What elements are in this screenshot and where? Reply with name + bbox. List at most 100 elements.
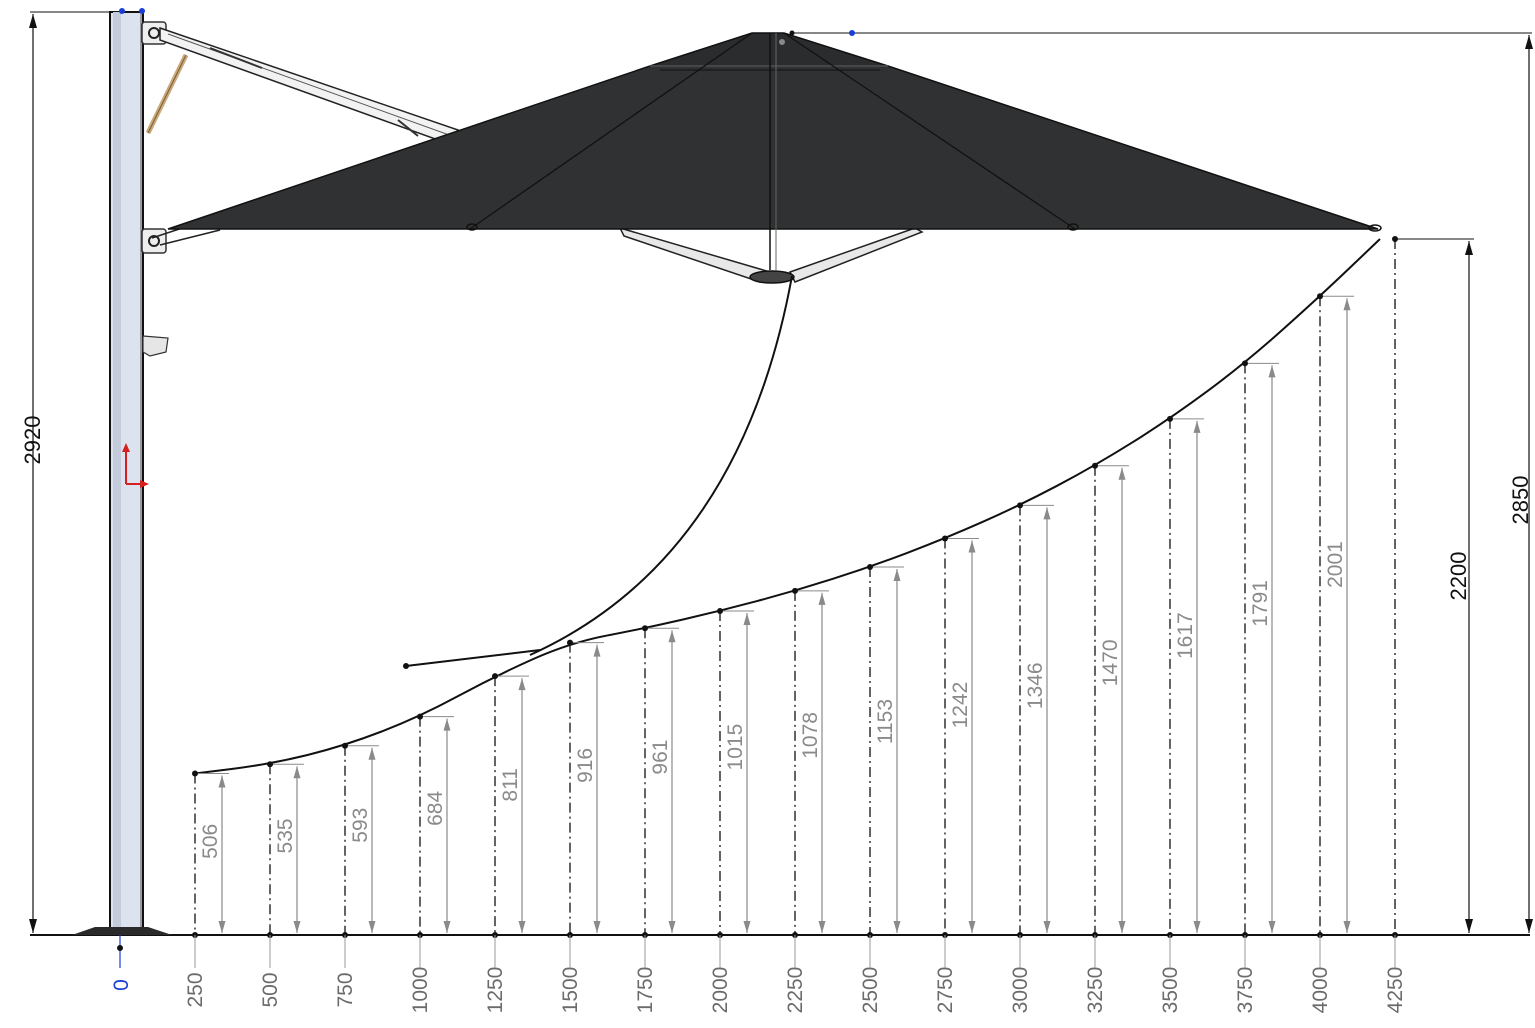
dimension-arrow	[818, 592, 826, 605]
x-tick-label: 1500	[559, 967, 582, 1014]
clearance-point	[792, 587, 798, 594]
origin-marker: 0	[110, 935, 133, 991]
x-tick-label: 1750	[634, 967, 657, 1014]
clearance-point	[867, 563, 873, 570]
x-tick-label: 3750	[1234, 967, 1257, 1014]
canopy-edge-point	[1392, 236, 1398, 242]
umbrella-pole	[72, 8, 172, 935]
clearance-curve	[194, 238, 1381, 775]
clearance-point	[492, 673, 498, 680]
x-tick-label: 250	[184, 972, 207, 1007]
x-tick-label: 3000	[1009, 967, 1032, 1014]
dimension-arrow	[818, 921, 826, 933]
dimension-arrow	[668, 630, 676, 643]
overall-height-label: 2920	[20, 416, 45, 465]
clearance-value-label: 2001	[1324, 541, 1347, 588]
clearance-value-label: 1791	[1249, 580, 1272, 627]
x-axis-ticks: 250 500 750 1000 1250 1500 1750 2000 2250 2500 275…	[184, 935, 1407, 1013]
clearance-value-label: 684	[424, 791, 447, 826]
dimension-arrow	[743, 613, 751, 626]
canopy-edge-dimension: 2200	[1394, 238, 1474, 933]
clearance-value-label: 1015	[724, 724, 747, 771]
clearance-value-label: 811	[499, 768, 522, 801]
clearance-value-label: 1346	[1024, 662, 1047, 709]
clearance-value-label: 916	[574, 748, 597, 783]
tilt-arc	[405, 649, 541, 667]
dimension-arrow	[1043, 921, 1051, 933]
dimension-arrow	[293, 921, 301, 933]
x-tick-label: 1000	[409, 967, 432, 1014]
dimension-arrow	[668, 921, 676, 933]
clearance-point	[942, 535, 948, 542]
x-tick-label: 4250	[1384, 967, 1407, 1014]
dimension-arrow	[1118, 921, 1126, 933]
dimension-arrow	[368, 747, 376, 760]
clearance-value-label: 1242	[949, 682, 972, 729]
overall-height-dimension: 2920	[20, 11, 112, 933]
clearance-value-label: 1078	[799, 712, 822, 759]
clearance-point	[642, 625, 648, 632]
x-tick-label: 500	[259, 972, 282, 1007]
origin-label: 0	[110, 979, 133, 991]
dimension-arrow	[893, 921, 901, 933]
dimension-arrow	[1268, 921, 1276, 933]
hub-swing-arc	[529, 275, 793, 656]
dimension-arrow	[443, 921, 451, 933]
clearance-point	[417, 713, 423, 720]
umbrella-canopy	[167, 30, 1382, 270]
x-tick-label: 2750	[934, 967, 957, 1014]
clearance-point	[1092, 462, 1098, 469]
clearance-point	[1167, 415, 1173, 422]
clearance-point	[567, 639, 573, 646]
clearance-value-label: 961	[649, 740, 672, 775]
x-tick-label: 2500	[859, 967, 882, 1014]
canopy-edge-label: 2200	[1446, 552, 1471, 601]
dimension-arrow	[968, 921, 976, 933]
dimension-arrow	[443, 718, 451, 731]
clearance-point	[1017, 502, 1023, 509]
clearance-value-label: 1617	[1174, 612, 1197, 659]
dimension-arrow	[593, 921, 601, 933]
x-tick-label: 1250	[484, 967, 507, 1014]
clearance-layer: 506 535 593 684 811 916 961 1015 1078 1153 1242 134…	[192, 236, 1398, 938]
dimension-arrow	[218, 921, 226, 933]
x-tick-label: 3250	[1084, 967, 1107, 1014]
canopy-top-dimension: 2850	[794, 32, 1533, 933]
canopy-top-label: 2850	[1508, 476, 1533, 525]
dimension-arrow	[1268, 365, 1276, 378]
clearance-point	[1317, 293, 1323, 300]
gas-strut	[145, 53, 189, 135]
dimension-arrow	[518, 678, 526, 691]
clearance-value-label: 535	[274, 818, 297, 853]
dimension-arrow	[293, 766, 301, 779]
dimension-arrow	[218, 775, 226, 788]
x-tick-label: 750	[334, 972, 357, 1007]
clearance-point	[342, 742, 348, 749]
dimension-arrow	[743, 921, 751, 933]
clearance-point	[717, 608, 723, 615]
lower-arm-assembly	[159, 226, 924, 284]
clearance-value-label: 1470	[1099, 639, 1122, 686]
x-tick-label: 2000	[709, 967, 732, 1014]
clearance-point	[267, 761, 273, 768]
dimension-arrow	[368, 921, 376, 933]
x-tick-label: 3500	[1159, 967, 1182, 1014]
axis-marker-icon	[122, 443, 149, 488]
dimension-arrow	[1043, 507, 1051, 520]
dimension-arrow	[1343, 298, 1351, 311]
clearance-value-label: 593	[349, 808, 372, 843]
clearance-value-label: 506	[199, 824, 222, 859]
dimension-arrow	[1118, 467, 1126, 480]
dimension-arrow	[1193, 420, 1201, 433]
clearance-value-label: 1153	[874, 699, 897, 744]
dimension-arrow	[593, 644, 601, 657]
dimension-arrow	[518, 921, 526, 933]
x-tick-label: 4000	[1309, 967, 1332, 1014]
dimension-arrow	[893, 568, 901, 581]
x-tick-label: 2250	[784, 967, 807, 1014]
clearance-point	[192, 770, 198, 777]
clearance-point	[1242, 360, 1248, 367]
dimension-arrow	[968, 540, 976, 553]
dimension-arrow	[1343, 921, 1351, 933]
